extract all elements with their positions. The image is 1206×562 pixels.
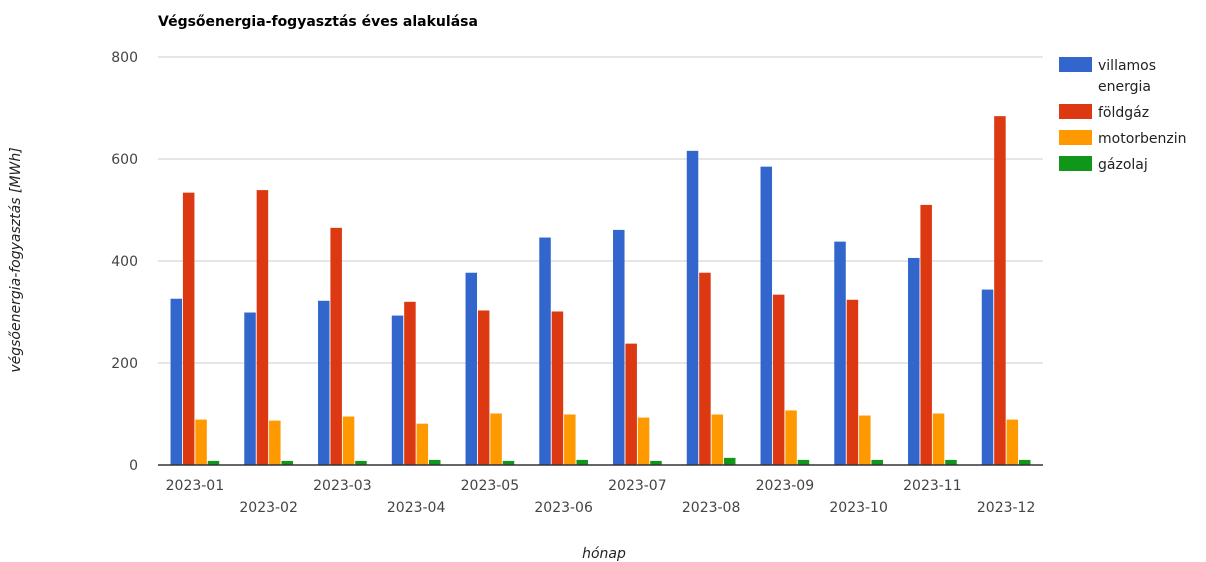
bar	[477, 310, 490, 465]
bar	[932, 413, 945, 465]
bar	[785, 410, 797, 465]
bar	[637, 417, 650, 465]
bar	[539, 237, 551, 465]
bar	[551, 311, 564, 465]
bar	[182, 192, 195, 465]
bar	[797, 459, 810, 465]
bar	[564, 414, 576, 465]
bar	[859, 415, 871, 465]
x-tick-label: 2023-12	[977, 500, 1036, 516]
legend-label-line: energia	[1098, 79, 1151, 95]
bar	[330, 227, 342, 465]
y-axis-label: végsőenergia-fogyasztás [MWh]	[8, 147, 24, 372]
y-tick-label: 400	[111, 254, 138, 270]
y-tick-labels: 0 200 400 600 800	[111, 50, 138, 474]
bar	[281, 460, 293, 465]
bar	[318, 300, 330, 465]
bar	[699, 272, 711, 465]
legend-label-line: motorbenzin	[1098, 131, 1187, 147]
bar	[625, 343, 637, 465]
bar	[613, 229, 625, 465]
bar	[269, 420, 281, 465]
bar	[502, 460, 515, 465]
y-tick-label: 200	[111, 356, 138, 372]
bar	[342, 416, 355, 465]
bar	[355, 460, 367, 465]
bar	[576, 459, 588, 465]
bar	[920, 204, 932, 465]
bar	[711, 414, 724, 465]
legend-label: gázolaj	[1098, 157, 1148, 173]
x-tick-label: 2023-02	[239, 500, 298, 516]
bar	[428, 459, 441, 465]
legend-label: motorbenzin	[1098, 131, 1187, 147]
bar	[723, 457, 736, 465]
bar	[846, 299, 859, 465]
legend-label-line: földgáz	[1098, 105, 1149, 121]
gridlines	[158, 56, 1043, 364]
x-tick-label: 2023-05	[461, 478, 520, 494]
bar	[170, 298, 183, 465]
x-tick-label: 2023-09	[756, 478, 815, 494]
bar	[760, 166, 773, 465]
bar	[1018, 459, 1031, 465]
x-tick-label: 2023-08	[682, 500, 741, 516]
legend-swatch	[1059, 130, 1092, 145]
bar	[772, 294, 785, 465]
bar	[981, 289, 994, 465]
x-tick-label: 2023-03	[313, 478, 372, 494]
legend-label: villamos energia	[1098, 58, 1156, 95]
bar	[465, 272, 478, 465]
bar	[404, 301, 416, 465]
y-tick-label: 600	[111, 152, 138, 168]
bar	[195, 419, 207, 465]
bar	[207, 460, 220, 465]
bar	[244, 312, 256, 465]
bar	[1006, 419, 1019, 465]
bar	[650, 460, 662, 465]
x-tick-labels: 2023-01 2023-02 2023-03 2023-04 2023-05 2023-…	[166, 478, 1036, 516]
bar	[686, 150, 699, 465]
x-tick-label: 2023-04	[387, 500, 446, 516]
bar	[416, 423, 429, 465]
x-tick-label: 2023-06	[534, 500, 593, 516]
y-tick-label: 800	[111, 50, 138, 66]
x-tick-label: 2023-07	[608, 478, 667, 494]
legend-label: földgáz	[1098, 105, 1149, 121]
legend: villamos energia földgáz motorbenzin gázolaj	[1059, 57, 1187, 173]
bar	[871, 459, 883, 465]
bar	[908, 257, 920, 465]
bar	[256, 190, 269, 466]
bar	[834, 241, 846, 465]
bar	[945, 459, 957, 465]
x-tick-label: 2023-10	[829, 500, 888, 516]
bar	[391, 315, 404, 465]
x-tick-label: 2023-11	[903, 478, 962, 494]
x-tick-label: 2023-01	[166, 478, 225, 494]
chart-title: Végsőenergia-fogyasztás éves alakulása	[158, 14, 478, 30]
bar	[994, 116, 1006, 465]
x-axis-label: hónap	[582, 546, 626, 562]
legend-label-line: villamos	[1098, 58, 1156, 74]
legend-swatch	[1059, 156, 1092, 171]
bar	[490, 413, 502, 465]
bars	[170, 116, 1031, 466]
y-tick-label: 0	[129, 458, 138, 474]
legend-label-line: gázolaj	[1098, 157, 1148, 173]
legend-swatch	[1059, 57, 1092, 72]
legend-swatch	[1059, 104, 1092, 119]
